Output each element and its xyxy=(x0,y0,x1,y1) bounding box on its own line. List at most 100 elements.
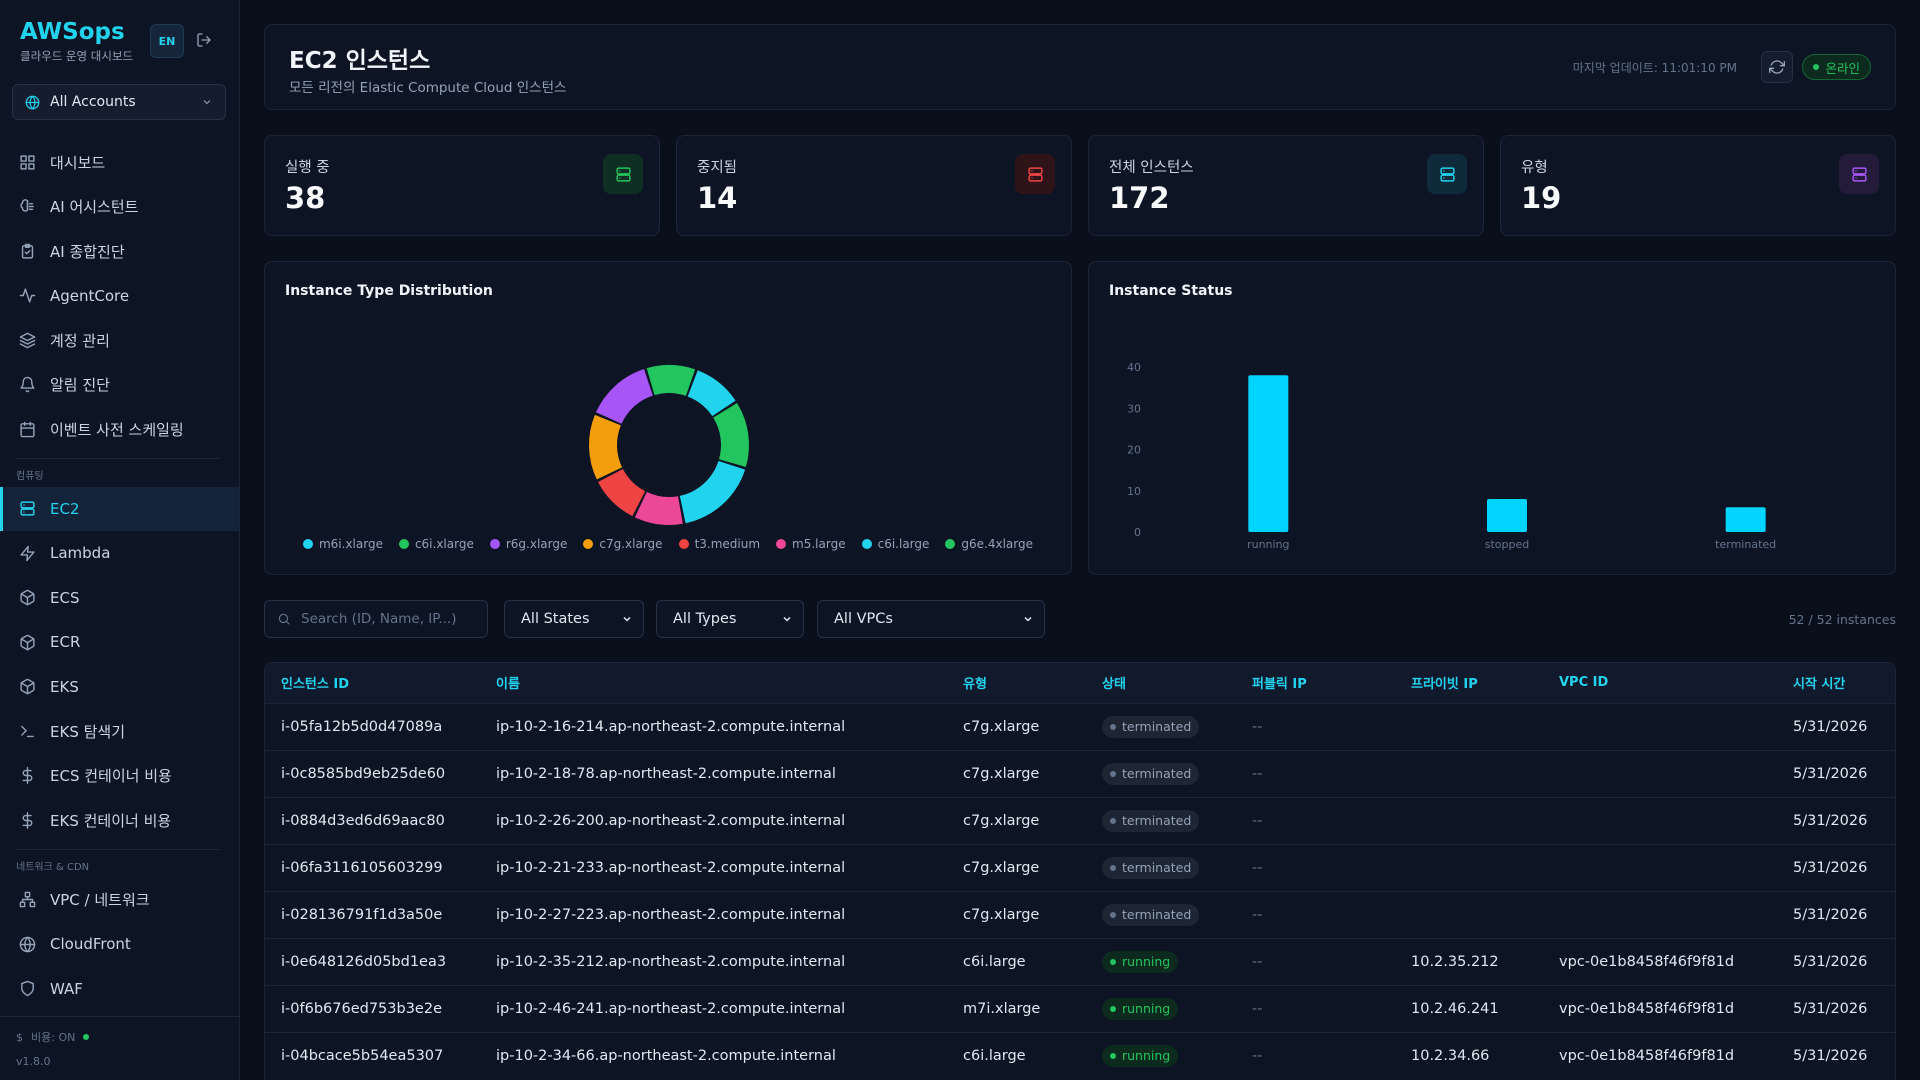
legend-label: r6g.xlarge xyxy=(505,537,568,551)
status-dot xyxy=(1110,911,1116,918)
type-filter-select[interactable]: All Types xyxy=(656,600,804,638)
stat-card: 전체 인스턴스 172 xyxy=(1088,135,1484,236)
page-subtitle: 모든 리전의 Elastic Compute Cloud 인스턴스 xyxy=(289,80,567,96)
private-ip-cell xyxy=(1395,891,1543,938)
private-ip-cell xyxy=(1395,844,1543,891)
vpc-id-cell xyxy=(1543,750,1777,797)
bar-stopped[interactable] xyxy=(1487,499,1527,532)
column-header[interactable]: VPC ID xyxy=(1559,675,1609,691)
chevron-down-icon xyxy=(203,100,211,105)
sidebar-item-label: WAF xyxy=(50,979,83,998)
table-row[interactable]: i-0f6b676ed753b3e2e ip-10-2-46-241.ap-no… xyxy=(265,985,1895,1032)
launch-time-cell: 5/31/2026 xyxy=(1793,765,1868,782)
instance-id-cell[interactable]: i-0f6b676ed753b3e2e xyxy=(281,1000,442,1017)
table-row[interactable]: i-028136791f1d3a50e ip-10-2-27-223.ap-no… xyxy=(265,891,1895,938)
donut-slice-c6i-xlarge[interactable] xyxy=(646,365,696,396)
bar-running[interactable] xyxy=(1248,375,1289,532)
stat-label: 전체 인스턴스 xyxy=(1109,160,1194,176)
sidebar-item-group1-6[interactable]: 이벤트 사전 스케일링 xyxy=(0,407,239,452)
bar-terminated[interactable] xyxy=(1725,507,1766,532)
legend-label: m5.large xyxy=(792,537,846,551)
table-row[interactable]: i-0c8585bd9eb25de60 ip-10-2-18-78.ap-nor… xyxy=(265,750,1895,797)
box-icon xyxy=(18,589,36,607)
instance-type-panel: Instance Type Distribution m6i.xlarge c6i… xyxy=(264,261,1072,575)
sidebar-item-label: 대시보드 xyxy=(50,153,106,172)
donut-slice-m6i-xlarge[interactable] xyxy=(679,461,746,524)
instance-state-cell: running xyxy=(1086,938,1236,985)
instance-id-cell[interactable]: i-06fa3116105603299 xyxy=(281,859,443,876)
launch-time-cell: 5/31/2026 xyxy=(1793,859,1868,876)
instance-type-cell: c6i.large xyxy=(963,1047,1026,1064)
status-badge: terminated xyxy=(1102,715,1200,738)
state-filter-select[interactable]: All States xyxy=(504,600,644,638)
sidebar-item-cloudfront[interactable]: CloudFront xyxy=(0,922,239,967)
sidebar-item-eks[interactable]: EKS 컨테이너 비용 xyxy=(0,798,239,843)
donut-slice-g6e-4xlarge[interactable] xyxy=(713,402,749,467)
donut-slice-c7g-xlarge[interactable] xyxy=(589,414,623,480)
search-input[interactable] xyxy=(301,611,481,627)
status-label: running xyxy=(1122,1001,1171,1016)
sidebar-item-eks[interactable]: EKS xyxy=(0,665,239,710)
legend-swatch xyxy=(302,539,313,549)
sidebar-item-lambda[interactable]: Lambda xyxy=(0,531,239,576)
sidebar-item-label: EKS 탐색기 xyxy=(50,722,126,741)
bell-icon xyxy=(18,376,36,394)
table-row[interactable]: i-05fa12b5d0d47089a ip-10-2-16-214.ap-no… xyxy=(265,703,1895,750)
donut-slice-c6i-large[interactable] xyxy=(687,370,736,417)
sidebar-item-ec2[interactable]: EC2 xyxy=(0,486,239,531)
sidebar-item-ai[interactable]: AI 종합진단 xyxy=(0,229,239,274)
logout-button[interactable] xyxy=(194,30,214,50)
instance-id-cell[interactable]: i-028136791f1d3a50e xyxy=(281,906,443,923)
status-label: running xyxy=(1122,954,1171,969)
launch-time-cell: 5/31/2026 xyxy=(1793,1000,1868,1017)
sidebar-item-group1-5[interactable]: 알림 진단 xyxy=(0,363,239,408)
sidebar-item-label: AI 어시스턴트 xyxy=(50,198,139,217)
sidebar-item-ai[interactable]: AI 어시스턴트 xyxy=(0,185,239,230)
sidebar-item-eks[interactable]: EKS 탐색기 xyxy=(0,709,239,754)
table-row[interactable]: i-0e648126d05bd1ea3 ip-10-2-35-212.ap-no… xyxy=(265,938,1895,985)
vpc-filter-value: All VPCs xyxy=(834,611,893,627)
sidebar-item-ecr[interactable]: ECR xyxy=(0,620,239,665)
sidebar-item-ecs[interactable]: ECS 컨테이너 비용 xyxy=(0,754,239,799)
table-row[interactable]: i-06fa3116105603299 ip-10-2-21-233.ap-no… xyxy=(265,844,1895,891)
column-header[interactable]: 유형 xyxy=(963,677,987,693)
page-header: EC2 인스턴스 모든 리전의 Elastic Compute Cloud 인스… xyxy=(264,24,1896,110)
column-header[interactable]: 프라이빗 IP xyxy=(1411,677,1478,693)
donut-slice-r6g-xlarge[interactable] xyxy=(596,368,653,424)
sidebar-item-waf[interactable]: WAF xyxy=(0,967,239,1012)
sidebar-item-label: AI 종합진단 xyxy=(50,242,125,261)
instance-id-cell[interactable]: i-04bcace5b54ea5307 xyxy=(281,1047,444,1064)
instance-id-cell[interactable]: i-0e648126d05bd1ea3 xyxy=(281,953,447,970)
refresh-button[interactable] xyxy=(1761,51,1793,83)
sidebar-item-group1-0[interactable]: 대시보드 xyxy=(0,140,239,185)
status-dot xyxy=(1813,64,1820,70)
vpc-filter-select[interactable]: All VPCs xyxy=(817,600,1045,638)
table-row[interactable]: i-0884d3ed6d69aac80 ip-10-2-26-200.ap-no… xyxy=(265,797,1895,844)
column-header[interactable]: 이름 xyxy=(496,677,520,693)
column-header[interactable]: 퍼블릭 IP xyxy=(1252,677,1307,693)
sidebar-item-group1-4[interactable]: 계정 관리 xyxy=(0,318,239,363)
public-ip-cell: -- xyxy=(1252,765,1263,782)
search-box[interactable] xyxy=(264,600,488,638)
public-ip-cell: -- xyxy=(1252,1047,1263,1064)
status-badge: running xyxy=(1102,1044,1179,1067)
account-select[interactable]: All Accounts xyxy=(12,84,226,120)
cost-status-dot xyxy=(83,1034,90,1040)
sidebar-item-ecs[interactable]: ECS xyxy=(0,576,239,621)
stat-value: 172 xyxy=(1109,181,1170,215)
globe-icon xyxy=(25,95,40,110)
donut-slice-m5-large[interactable] xyxy=(634,492,683,525)
instance-id-cell[interactable]: i-05fa12b5d0d47089a xyxy=(281,718,443,735)
sidebar-item-agentcore[interactable]: AgentCore xyxy=(0,274,239,319)
instance-id-cell[interactable]: i-0c8585bd9eb25de60 xyxy=(281,765,446,782)
legend-item: m5.large xyxy=(776,537,846,551)
table-row[interactable]: i-04bcace5b54ea5307 ip-10-2-34-66.ap-nor… xyxy=(265,1032,1895,1079)
instance-id-cell[interactable]: i-0884d3ed6d69aac80 xyxy=(281,812,445,829)
donut-slice-t3-medium[interactable] xyxy=(598,469,646,517)
language-toggle-button[interactable]: EN xyxy=(150,24,184,58)
sidebar-item-vpc[interactable]: VPC / 네트워크 xyxy=(0,878,239,923)
column-header[interactable]: 인스턴스 ID xyxy=(281,677,349,693)
column-header[interactable]: 시작 시간 xyxy=(1793,677,1846,693)
table-body: i-05fa12b5d0d47089a ip-10-2-16-214.ap-no… xyxy=(265,703,1895,1079)
column-header[interactable]: 상태 xyxy=(1102,677,1126,693)
